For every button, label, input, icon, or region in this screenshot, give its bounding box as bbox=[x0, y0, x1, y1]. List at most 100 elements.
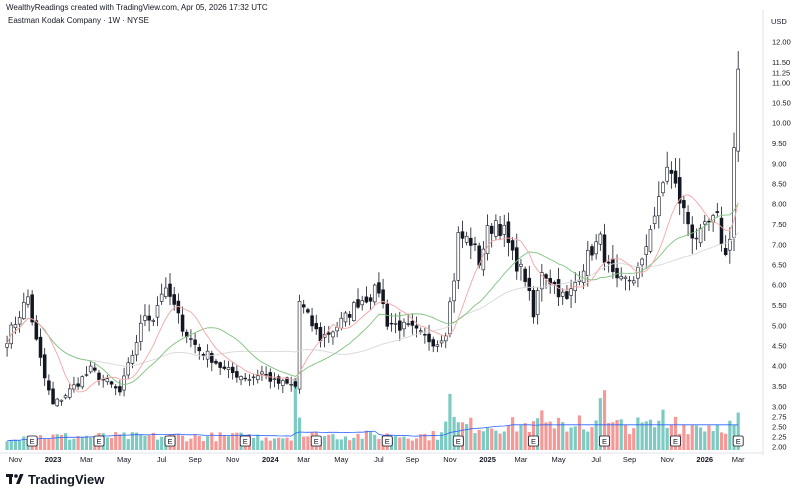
candle bbox=[406, 313, 410, 327]
symbol-title[interactable]: Eastman Kodak Company · 1W · NYSE bbox=[8, 16, 149, 25]
candle bbox=[34, 315, 39, 341]
volume-bar bbox=[548, 421, 552, 450]
candle bbox=[581, 264, 586, 290]
candle bbox=[285, 376, 289, 385]
volume-bar bbox=[114, 432, 118, 450]
candle bbox=[214, 358, 218, 366]
candle bbox=[134, 334, 139, 362]
candle bbox=[627, 276, 632, 291]
earnings-marker[interactable]: E bbox=[670, 435, 681, 447]
volume-bar bbox=[364, 430, 368, 450]
volume-bar bbox=[402, 436, 406, 450]
candle bbox=[686, 205, 690, 237]
earnings-marker[interactable]: E bbox=[239, 435, 251, 447]
candle bbox=[452, 273, 456, 313]
volume-bar bbox=[439, 432, 444, 450]
volume-bar bbox=[648, 419, 653, 450]
price-tick-label: 7.00 bbox=[772, 241, 787, 250]
candle bbox=[364, 286, 369, 304]
volume-bar bbox=[707, 425, 711, 450]
price-tick-label: 9.50 bbox=[772, 139, 787, 148]
earnings-marker[interactable]: E bbox=[310, 435, 322, 447]
candle bbox=[151, 318, 156, 327]
volume-bar bbox=[143, 435, 147, 450]
volume-bar bbox=[43, 439, 47, 450]
volume-bar bbox=[47, 439, 51, 450]
time-tick-label: 2023 bbox=[45, 455, 62, 464]
volume-bar bbox=[9, 440, 13, 450]
earnings-marker[interactable]: E bbox=[93, 435, 105, 447]
price-tick-label: 6.00 bbox=[772, 281, 787, 290]
earnings-marker[interactable]: E bbox=[528, 435, 539, 447]
volume-bar bbox=[331, 434, 335, 450]
earnings-marker[interactable]: E bbox=[26, 435, 38, 447]
volume-bar bbox=[80, 437, 84, 450]
volume-bar bbox=[76, 436, 80, 450]
volume-bar bbox=[544, 422, 548, 450]
candle bbox=[264, 366, 268, 380]
volume-bar bbox=[636, 417, 640, 450]
candle bbox=[523, 266, 527, 287]
price-tick-label: 11.25 bbox=[772, 68, 790, 77]
volume-bar bbox=[644, 421, 648, 450]
candle bbox=[76, 377, 80, 390]
ma-slow-line bbox=[6, 232, 739, 367]
candle bbox=[652, 206, 657, 230]
svg-text:E: E bbox=[168, 437, 173, 446]
time-axis[interactable]: Nov 2023 Mar May Jul Sep Nov 2024 Mar May Jul Sep No… bbox=[0, 452, 763, 464]
volume-bar bbox=[51, 434, 55, 450]
candle bbox=[310, 307, 314, 332]
earnings-marker[interactable]: E bbox=[599, 435, 610, 447]
time-tick-label: Nov bbox=[443, 455, 457, 464]
volume-bar bbox=[657, 420, 661, 450]
volume-bar bbox=[302, 436, 306, 450]
volume-bar bbox=[481, 431, 485, 450]
volume-bar bbox=[465, 424, 469, 450]
earnings-marker[interactable]: E bbox=[732, 435, 744, 447]
time-tick-label: Nov bbox=[661, 455, 675, 464]
earnings-marker[interactable]: E bbox=[381, 435, 393, 447]
price-tick-label: 3.50 bbox=[772, 382, 787, 391]
candle bbox=[51, 381, 55, 405]
candle bbox=[168, 273, 172, 306]
candle bbox=[519, 259, 523, 281]
candle bbox=[118, 380, 122, 396]
volume-bar bbox=[490, 428, 494, 450]
volume-bar bbox=[694, 425, 699, 450]
time-tick-label: Mar bbox=[80, 455, 93, 464]
earnings-marker[interactable]: E bbox=[164, 435, 176, 447]
candle bbox=[193, 332, 197, 354]
tradingview-brand[interactable]: TradingView bbox=[6, 472, 104, 487]
price-tick-label: 5.00 bbox=[772, 322, 787, 331]
price-axis[interactable]: 2.002.252.502.753.00 3.50 4.00 4.50 5.00 5.50… bbox=[762, 10, 791, 455]
candle bbox=[17, 310, 22, 333]
earnings-marker[interactable]: E bbox=[452, 435, 464, 447]
time-tick-label: 2024 bbox=[262, 455, 280, 464]
volume-bar bbox=[444, 421, 448, 450]
candle bbox=[356, 288, 360, 309]
volume-bar bbox=[285, 437, 289, 450]
time-tick-label: Sep bbox=[188, 455, 201, 464]
candle bbox=[30, 290, 34, 326]
candle bbox=[723, 235, 728, 257]
volume-bar bbox=[602, 390, 607, 450]
time-tick-label: May bbox=[551, 455, 565, 464]
volume-bar bbox=[623, 424, 627, 450]
candle bbox=[347, 311, 352, 326]
price-tick-label: 2.50 bbox=[772, 423, 787, 432]
ma-mid-line bbox=[6, 202, 739, 386]
candle bbox=[314, 314, 319, 335]
volume-bar bbox=[573, 426, 577, 450]
svg-text:E: E bbox=[30, 437, 35, 446]
candle bbox=[251, 374, 256, 386]
volume-bar bbox=[523, 423, 527, 450]
candle bbox=[239, 375, 243, 386]
volume-bar bbox=[519, 425, 523, 450]
candle bbox=[619, 267, 623, 281]
candle bbox=[122, 367, 126, 397]
candle bbox=[732, 132, 736, 251]
volume-bar bbox=[586, 431, 590, 450]
candle bbox=[155, 296, 160, 327]
volume-bar bbox=[63, 433, 68, 450]
